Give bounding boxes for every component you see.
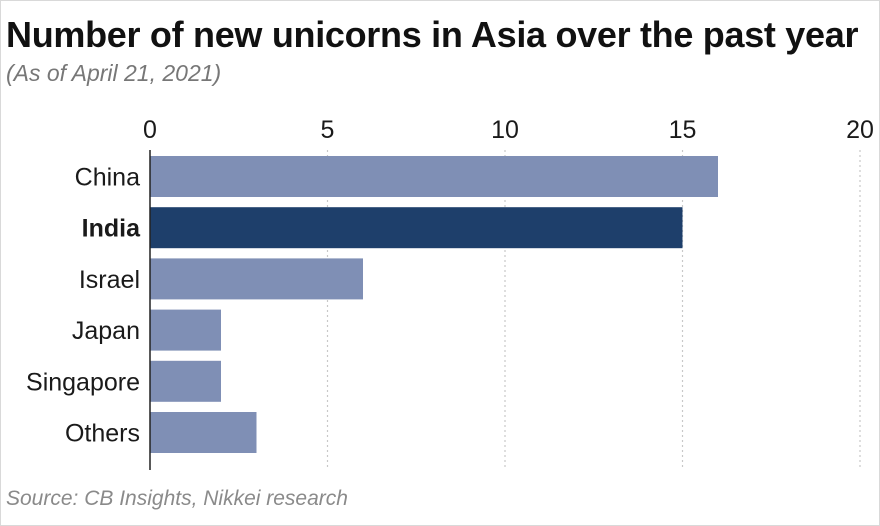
bar-others [150, 412, 257, 453]
category-label: Japan [72, 317, 140, 345]
bar-china [150, 156, 718, 197]
category-label: Israel [79, 266, 140, 294]
x-tick-label: 15 [669, 116, 697, 144]
category-label: Singapore [26, 368, 140, 396]
bar-israel [150, 258, 363, 300]
bar-japan [150, 309, 221, 351]
category-label: India [82, 215, 141, 243]
category-label: Others [65, 420, 140, 448]
category-label: China [75, 164, 140, 192]
x-tick-label: 5 [321, 116, 335, 144]
bar-singapore [150, 360, 221, 402]
x-tick-label: 10 [491, 116, 519, 144]
chart-title: Number of new unicorns in Asia over the … [6, 14, 859, 55]
bar-india [150, 207, 683, 249]
source-note: Source: CB Insights, Nikkei research [6, 487, 348, 510]
x-tick-label: 20 [846, 116, 874, 144]
x-tick-label: 0 [143, 116, 157, 144]
chart-subtitle: (As of April 21, 2021) [6, 60, 222, 86]
